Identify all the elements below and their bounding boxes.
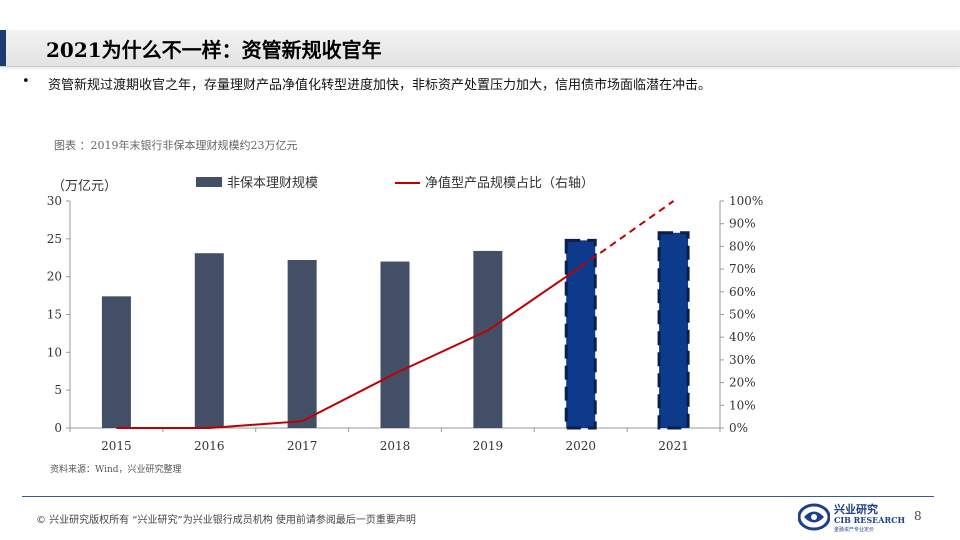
legend-bar-label: 非保本理财规模 [227, 176, 318, 191]
left-tick-label: 20 [47, 270, 62, 284]
left-tick-label: 0 [54, 421, 62, 435]
x-tick-label: 2016 [194, 439, 225, 453]
footer-text: © 兴业研究版权所有 “兴业研究”为兴业银行成员机构 使用前请参阅最后一页重要声… [36, 515, 416, 526]
chart-caption: 图表 ：2019年末银行非保本理财规模约23万亿元 [54, 139, 298, 152]
right-tick-label: 10% [729, 398, 756, 412]
cib-logo: 兴业研究 CIB RESEARCH 金融资产专业定价 [798, 498, 908, 538]
line-series-dashed [580, 200, 675, 268]
left-tick-label: 5 [54, 383, 62, 397]
bullet-dot: • [22, 74, 30, 89]
left-tick-label: 15 [47, 308, 62, 322]
bar [657, 231, 690, 430]
x-tick-label: 2021 [658, 439, 689, 453]
bar [564, 238, 597, 430]
right-tick-label: 60% [729, 285, 756, 299]
legend-bar-swatch [196, 177, 222, 187]
left-tick-label: 30 [47, 194, 62, 208]
x-tick-label: 2020 [565, 439, 596, 453]
right-tick-label: 30% [729, 353, 756, 367]
right-tick-label: 80% [729, 239, 756, 253]
x-tick-label: 2019 [473, 439, 504, 453]
title-bar: 2021为什么不一样：资管新规收官年 [0, 30, 960, 67]
logo-chinese: 兴业研究 [834, 503, 878, 516]
right-tick-label: 20% [729, 376, 756, 390]
bar [473, 250, 503, 428]
right-tick-label: 100% [729, 194, 763, 208]
chart: 0 5 10 15 20 25 30 0% 10% 20% 30% 40% 50% 60% 70% 80% 90… [47, 175, 764, 453]
line-series-solid [116, 266, 582, 429]
right-tick-label: 70% [729, 262, 756, 276]
bar [101, 296, 131, 428]
left-tick-label: 10 [47, 345, 62, 359]
bullet-text: 资管新规过渡期收官之年，存量理财产品净值化转型进度加快，非标资产处置压力加大，信… [48, 78, 712, 93]
x-tick-label: 2017 [287, 439, 318, 453]
page-title: 2021为什么不一样：资管新规收官年 [46, 38, 382, 62]
x-tick-label: 2018 [380, 439, 411, 453]
right-tick-label: 90% [729, 217, 756, 231]
x-tick-label: 2015 [101, 439, 132, 453]
bar [380, 261, 410, 428]
logo-subtitle: 金融资产专业定价 [834, 527, 875, 533]
title-accent [0, 30, 6, 66]
left-axis-unit: （万亿元） [52, 179, 117, 194]
logo-english: CIB RESEARCH [834, 515, 906, 525]
bar [287, 260, 317, 428]
footer-divider [22, 496, 934, 497]
left-tick-label: 25 [47, 232, 62, 246]
logo-swirl-icon [798, 503, 830, 531]
right-tick-label: 0% [729, 421, 748, 435]
bar [194, 253, 224, 428]
page-number: 8 [914, 509, 922, 523]
right-tick-label: 50% [729, 308, 756, 322]
legend-line-label: 净值型产品规模占比（右轴） [425, 175, 594, 191]
right-tick-label: 40% [729, 330, 756, 344]
source-note: 资料来源：Wind，兴业研究整理 [50, 465, 182, 475]
